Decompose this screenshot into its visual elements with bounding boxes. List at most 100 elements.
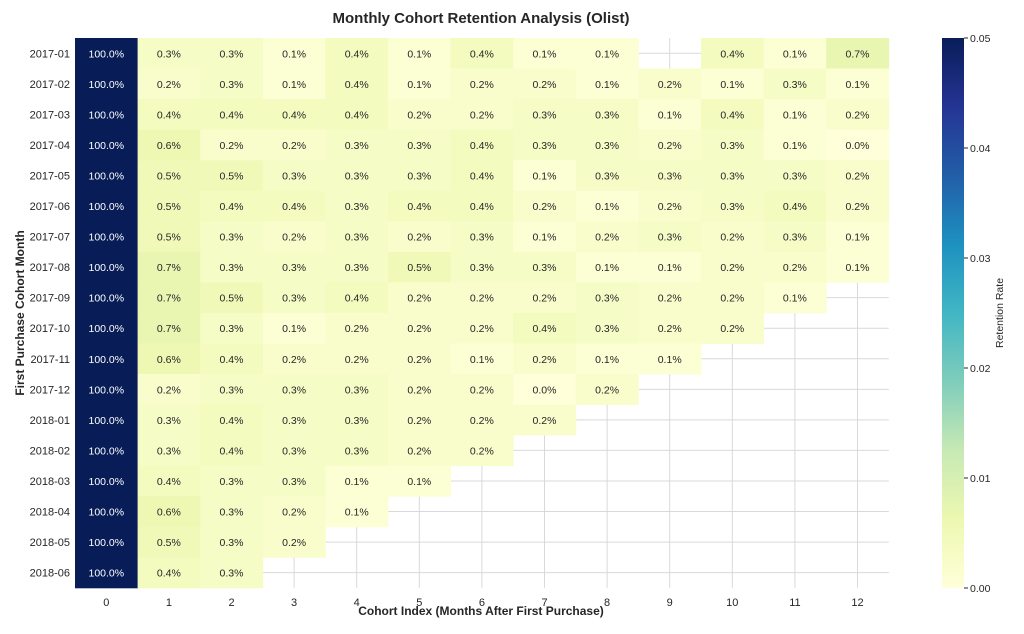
cell-value-label: 100.0% xyxy=(88,48,124,60)
heatmap-cell xyxy=(701,129,764,161)
cell-value-label: 0.3% xyxy=(282,262,306,274)
heatmap-cell xyxy=(575,312,639,344)
cell-value-label: 0.2% xyxy=(282,507,306,519)
y-axis-title: First Purchase Cohort Month xyxy=(13,230,27,395)
y-tick-label: 2017-12 xyxy=(30,384,70,396)
cell-value-label: 0.2% xyxy=(595,232,619,244)
heatmap-cell xyxy=(826,221,890,253)
cell-value-label: 0.1% xyxy=(345,476,369,488)
heatmap-cell xyxy=(513,251,577,283)
cell-value-label: 0.3% xyxy=(720,170,744,182)
cell-value-label: 0.2% xyxy=(658,140,682,152)
cell-value-label: 0.3% xyxy=(157,48,181,60)
heatmap-cell xyxy=(200,435,264,467)
heatmap-cell xyxy=(388,312,451,344)
cell-value-label: 0.1% xyxy=(783,293,807,305)
cell-value-label: 0.5% xyxy=(220,293,244,305)
heatmap-cell xyxy=(137,68,201,100)
cell-value-label: 0.2% xyxy=(470,384,494,396)
heatmap-cell xyxy=(701,160,764,192)
heatmap-cell xyxy=(701,38,764,69)
heatmap-cell xyxy=(325,129,389,161)
cell-value-label: 0.3% xyxy=(470,232,494,244)
heatmap-cell xyxy=(763,160,827,192)
colorbar-tick-label: 0.01 xyxy=(970,473,991,485)
cell-value-label: 0.2% xyxy=(407,323,431,335)
heatmap-cell xyxy=(262,404,326,436)
cell-value-label: 0.4% xyxy=(282,109,306,121)
cell-value-label: 0.2% xyxy=(345,323,369,335)
cell-value-label: 0.1% xyxy=(533,48,557,60)
heatmap-cell xyxy=(388,343,451,375)
heatmap-cell xyxy=(388,374,451,405)
cell-value-label: 0.1% xyxy=(282,79,306,91)
cell-value-label: 0.2% xyxy=(282,232,306,244)
heatmap-cell xyxy=(262,526,326,558)
heatmap-cell xyxy=(137,496,201,528)
cell-value-label: 100.0% xyxy=(88,323,124,335)
heatmap-cell xyxy=(575,99,639,131)
heatmap-cell xyxy=(388,221,451,253)
heatmap-cell xyxy=(450,221,514,253)
cell-value-label: 100.0% xyxy=(88,445,124,457)
heatmap-cell xyxy=(638,282,702,314)
heatmap-cell xyxy=(575,343,639,375)
x-tick-label: 8 xyxy=(604,597,610,609)
heatmap-cell xyxy=(763,251,827,283)
x-tick-label: 2 xyxy=(228,597,234,609)
cell-value-label: 0.2% xyxy=(282,140,306,152)
y-tick-label: 2017-04 xyxy=(30,140,70,152)
heatmap-cell xyxy=(137,435,201,467)
y-tick-label: 2017-08 xyxy=(30,262,70,274)
heatmap-cell xyxy=(137,129,201,161)
heatmap-cell xyxy=(262,282,326,314)
heatmap-cell xyxy=(826,190,890,222)
heatmap-cell xyxy=(826,38,890,69)
cell-value-label: 0.4% xyxy=(533,323,557,335)
colorbar-tick-label: 0.04 xyxy=(970,143,991,155)
heatmap-cell xyxy=(137,38,201,69)
heatmap-cell xyxy=(325,404,389,436)
heatmap-cell xyxy=(200,129,264,161)
heatmap-cell xyxy=(75,404,138,436)
heatmap-cell xyxy=(75,190,138,222)
heatmap-cell xyxy=(701,251,764,283)
y-axis-ticks: 2017-01 2017-02 2017-03 2017-04 2017-05 2017-… xyxy=(30,48,70,579)
heatmap-cell xyxy=(262,221,326,253)
heatmap-cell xyxy=(763,190,827,222)
cell-value-label: 0.2% xyxy=(407,232,431,244)
cell-value-label: 0.2% xyxy=(533,354,557,366)
cell-value-label: 0.1% xyxy=(533,170,557,182)
cell-value-label: 0.4% xyxy=(470,201,494,213)
cell-value-label: 0.3% xyxy=(220,48,244,60)
heatmap-cell xyxy=(513,343,577,375)
cell-value-label: 0.3% xyxy=(282,170,306,182)
cell-value-label: 0.2% xyxy=(407,293,431,305)
heatmap-cell xyxy=(75,38,138,69)
y-tick-label: 2017-10 xyxy=(30,323,70,335)
cell-value-label: 0.2% xyxy=(345,354,369,366)
heatmap-cell xyxy=(575,251,639,283)
heatmap-cell xyxy=(325,282,389,314)
heatmap-cell xyxy=(325,160,389,192)
heatmap-cell xyxy=(513,374,577,405)
cell-value-label: 0.1% xyxy=(407,476,431,488)
cell-value-label: 0.4% xyxy=(470,140,494,152)
cell-value-label: 0.1% xyxy=(282,323,306,335)
x-tick-label: 12 xyxy=(851,597,863,609)
cell-value-label: 0.3% xyxy=(407,140,431,152)
heatmap-cell xyxy=(262,99,326,131)
cell-value-label: 0.1% xyxy=(783,109,807,121)
heatmap-cell xyxy=(575,129,639,161)
heatmap-cell xyxy=(513,282,577,314)
cell-value-label: 0.1% xyxy=(783,140,807,152)
cell-value-label: 0.3% xyxy=(282,293,306,305)
heatmap-cell xyxy=(325,343,389,375)
heatmap-cell xyxy=(262,190,326,222)
heatmap-cell xyxy=(75,221,138,253)
heatmap-cells: 100.0% 0.3% 0.3% 0.1% 0.4% 0.1% 0.4% 0.1% 0.1% 0.… xyxy=(75,38,890,589)
cell-value-label: 0.3% xyxy=(220,323,244,335)
cell-value-label: 0.4% xyxy=(220,109,244,121)
cell-value-label: 0.5% xyxy=(157,201,181,213)
cell-value-label: 0.3% xyxy=(720,201,744,213)
